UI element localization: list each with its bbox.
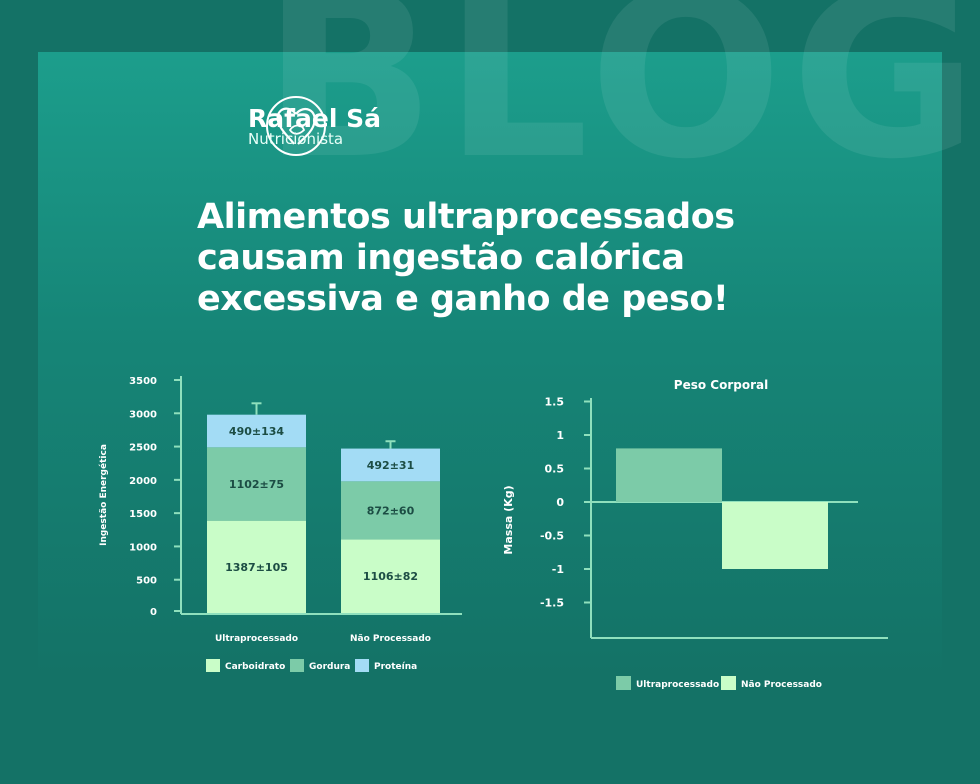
y-tick-label: 1.5	[545, 396, 565, 409]
y-tick-label: 1	[556, 429, 564, 442]
bar-segment	[207, 414, 306, 448]
blog-watermark: BLOG	[262, 0, 980, 209]
bar-segment	[207, 447, 306, 521]
x-tick-label: Ultraprocessado	[215, 634, 298, 644]
data-label: 1387±105	[225, 561, 288, 574]
headline-line: excessiva e ganho de peso!	[197, 279, 729, 319]
headline-line: causam ingestão calórica	[197, 238, 685, 278]
y-tick-label: 0	[556, 496, 564, 509]
y-tick-label: -1	[552, 563, 564, 576]
headline-line: Alimentos ultraprocessados	[197, 197, 735, 237]
brand-name: Rafael Sá	[248, 104, 381, 133]
y-axis-label: Massa (Kg)	[502, 485, 515, 554]
x-tick-label: Não Processado	[350, 634, 431, 644]
legend-swatch	[721, 676, 736, 690]
bar	[616, 448, 722, 502]
y-tick-label: 2500	[129, 443, 157, 454]
data-label: 492±31	[367, 459, 415, 472]
y-tick-label: 0.5	[545, 463, 565, 476]
heart-logo-icon	[266, 96, 326, 156]
legend-swatch	[616, 676, 631, 690]
bar-segment	[207, 520, 306, 613]
legend-label: Gordura	[309, 662, 350, 672]
legend-swatch	[206, 659, 220, 672]
y-axis-label: Ingestão Energética	[98, 444, 109, 546]
legend-label: Não Processado	[741, 680, 822, 690]
data-label: 490±134	[229, 425, 284, 438]
y-tick-label: 0	[150, 607, 157, 618]
brand-subtitle: Nutricionista	[248, 130, 344, 148]
bar	[722, 502, 828, 569]
y-tick-label: -1.5	[540, 597, 564, 610]
bar-segment	[341, 448, 440, 482]
legend-label: Ultraprocessado	[636, 680, 719, 690]
y-tick-label: 3000	[129, 409, 157, 420]
bar-segment	[341, 481, 440, 540]
y-tick-label: 1500	[129, 509, 157, 520]
y-tick-label: 3500	[129, 376, 157, 387]
data-label: 872±60	[367, 504, 415, 517]
y-tick-label: -0.5	[540, 530, 564, 543]
y-tick-label: 1000	[129, 542, 157, 553]
background-panel	[38, 52, 942, 680]
legend-label: Carboidrato	[225, 662, 285, 672]
data-label: 1106±82	[363, 570, 418, 583]
y-tick-label: 500	[136, 576, 157, 587]
legend-swatch	[290, 659, 304, 672]
chart-title: Peso Corporal	[674, 378, 768, 392]
bar-segment	[341, 539, 440, 613]
legend-swatch	[355, 659, 369, 672]
legend-label: Proteína	[374, 662, 417, 672]
data-label: 1102±75	[229, 478, 284, 491]
headline: Alimentos ultraprocessados causam ingest…	[197, 197, 757, 320]
y-tick-label: 2000	[129, 476, 157, 487]
